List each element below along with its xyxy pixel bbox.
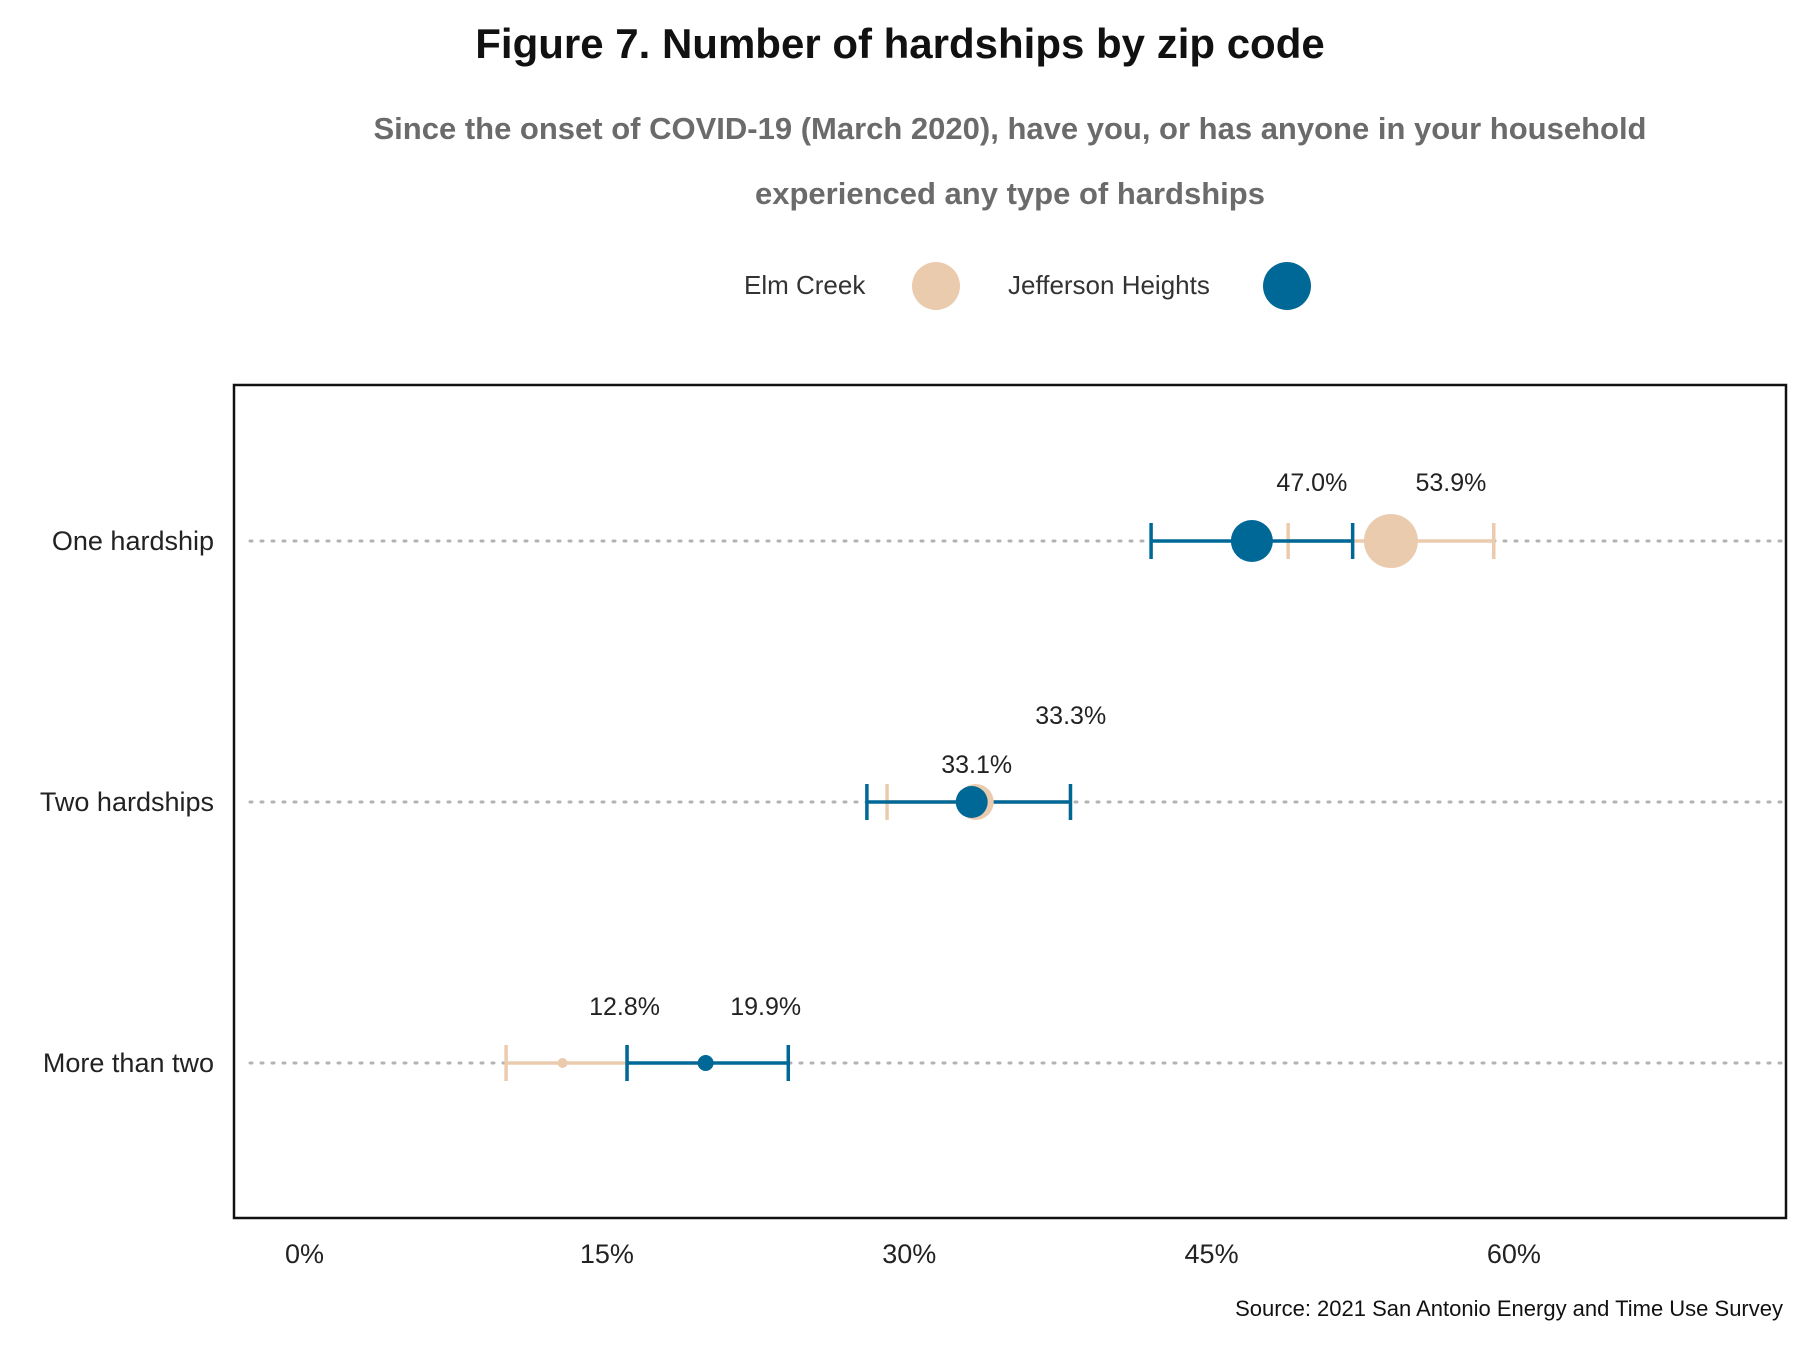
legend: Elm Creek Jefferson Heights [0,256,1800,316]
y-tick-label: More than two [43,1048,214,1078]
chart-title: Figure 7. Number of hardships by zip cod… [475,20,1325,67]
legend-swatch-jefferson-heights [1263,262,1311,310]
data-point [1363,514,1418,568]
data-label: 12.8% [589,993,660,1021]
data-label: 33.3% [1035,702,1106,730]
x-tick-label: 0% [285,1239,324,1269]
y-tick-label: Two hardships [40,787,214,817]
legend-swatch-elm-creek [912,262,960,310]
data-point [1230,520,1273,562]
data-label: 33.1% [941,751,1012,779]
x-tick-label: 30% [882,1239,936,1269]
x-tick-label: 15% [580,1239,634,1269]
data-point [557,1058,568,1068]
plot-frame [232,383,1788,1220]
x-tick-label: 45% [1185,1239,1239,1269]
data-label: 47.0% [1276,469,1347,497]
data-point [955,786,988,818]
data-label: 19.9% [730,993,801,1021]
legend-label-jefferson-heights: Jefferson Heights [1008,270,1210,300]
y-tick-label: One hardship [52,526,214,556]
data-point [697,1055,714,1071]
data-label: 53.9% [1416,469,1487,497]
chart-source: Source: 2021 San Antonio Energy and Time… [1235,1296,1783,1321]
x-tick-label: 60% [1487,1239,1541,1269]
legend-label-elm-creek: Elm Creek [744,270,866,300]
chart-subtitle: Since the onset of COVID-19 (March 2020)… [373,111,1647,211]
